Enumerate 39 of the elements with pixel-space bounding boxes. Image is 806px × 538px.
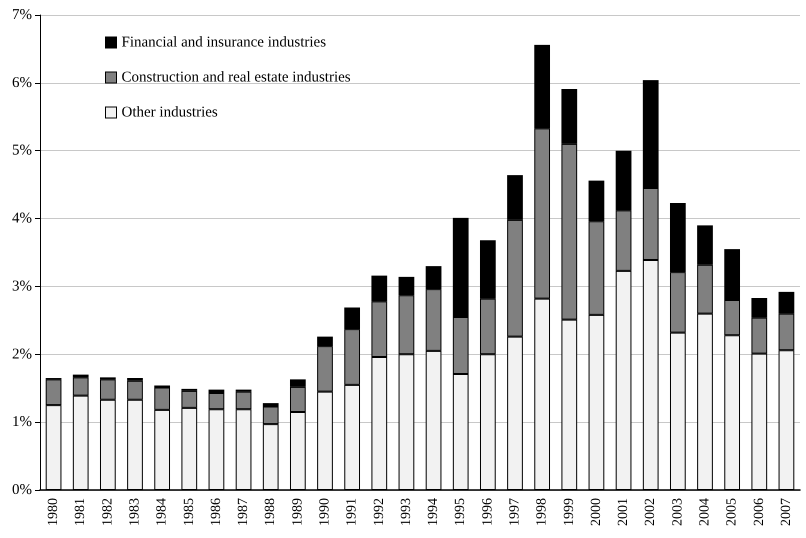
y-tick-label: 5%: [12, 142, 32, 159]
x-tick-label: 1988: [263, 498, 278, 526]
y-tick-label: 7%: [12, 7, 32, 23]
y-tick-label: 3%: [12, 278, 32, 294]
y-tick-label: 4%: [12, 210, 32, 227]
x-tick-label: 1994: [426, 498, 442, 526]
x-tick-label: 2005: [724, 498, 740, 526]
x-tick-label: 1995: [453, 498, 468, 526]
x-tick-label: 1990: [318, 498, 332, 526]
x-tick-label: 2002: [643, 498, 658, 526]
x-tick-label: 1982: [100, 498, 116, 526]
x-tick-label: 1983: [128, 498, 142, 526]
x-tick-label: 1999: [562, 498, 577, 526]
x-tick-label: 2001: [616, 498, 632, 526]
x-tick-label: 2007: [778, 498, 794, 526]
legend-label: Financial and insurance industries: [122, 34, 326, 50]
y-tick-label: 1%: [12, 414, 32, 430]
x-tick-label: 1992: [372, 498, 387, 526]
y-tick-label: 2%: [12, 346, 32, 362]
x-tick-label: 1998: [534, 498, 550, 526]
x-tick-label: 1996: [480, 498, 496, 526]
x-tick-label: 1980: [46, 498, 62, 526]
x-tick-label: 1981: [73, 498, 88, 526]
x-tick-label: 1987: [236, 498, 252, 526]
x-tick-label: 2004: [698, 498, 712, 526]
x-tick-label: 1985: [182, 498, 197, 526]
x-tick-label: 1997: [508, 498, 522, 526]
y-tick-label: 6%: [12, 74, 32, 91]
x-tick-label: 2003: [670, 498, 686, 526]
y-tick-label: 0%: [12, 482, 32, 498]
x-tick-label: 1993: [398, 498, 414, 526]
legend-label: Construction and real estate industries: [122, 70, 351, 86]
legend-label: Other industries: [122, 104, 218, 120]
x-tick-label: 1986: [208, 498, 224, 526]
x-tick-label: 1989: [290, 498, 306, 526]
x-tick-label: 1991: [344, 498, 360, 526]
x-tick-label: 1984: [154, 498, 170, 526]
x-tick-label: 2006: [752, 498, 767, 526]
x-tick-label: 2000: [588, 498, 604, 526]
